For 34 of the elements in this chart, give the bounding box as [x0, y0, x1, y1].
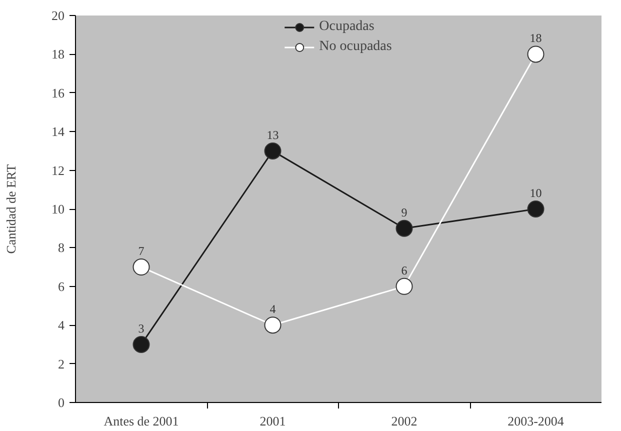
point: [396, 220, 413, 237]
data-label: 9: [401, 205, 408, 220]
data-label: 4: [270, 302, 276, 316]
data-label: 10: [530, 186, 542, 200]
y-tick-label: 4: [58, 318, 65, 333]
data-label: 18: [530, 31, 542, 46]
x-tick-label: Antes de 2001: [104, 414, 179, 428]
x-tick-label: 2002: [391, 414, 418, 428]
point: [264, 316, 282, 334]
y-axis-title: Cantidad de ERT: [4, 164, 18, 254]
data-label: 7: [138, 244, 144, 258]
data-label: 6: [401, 263, 408, 278]
legend-label: No ocupadas: [319, 39, 392, 55]
point: [527, 200, 544, 218]
y-tick-label: 0: [58, 395, 64, 410]
y-tick-label: 20: [52, 8, 64, 23]
legend-label: Ocupadas: [319, 19, 374, 35]
data-label: 13: [266, 128, 279, 142]
point: [132, 258, 150, 276]
y-tick-label: 16: [52, 85, 65, 100]
y-tick-label: 2: [58, 356, 64, 372]
data-label: 3: [138, 321, 144, 336]
point: [527, 46, 544, 63]
x-tick-label: 2003-2004: [508, 414, 564, 428]
point: [264, 142, 282, 160]
point: [396, 278, 413, 295]
y-tick-label: 8: [58, 240, 64, 256]
y-tick-label: 14: [52, 124, 65, 140]
point: [132, 336, 150, 353]
y-tick-label: 6: [58, 278, 65, 294]
y-tick-label: 12: [52, 162, 64, 178]
x-tick-label: 2001: [260, 414, 286, 428]
y-tick-label: 18: [52, 46, 64, 62]
y-tick-label: 10: [52, 202, 64, 216]
